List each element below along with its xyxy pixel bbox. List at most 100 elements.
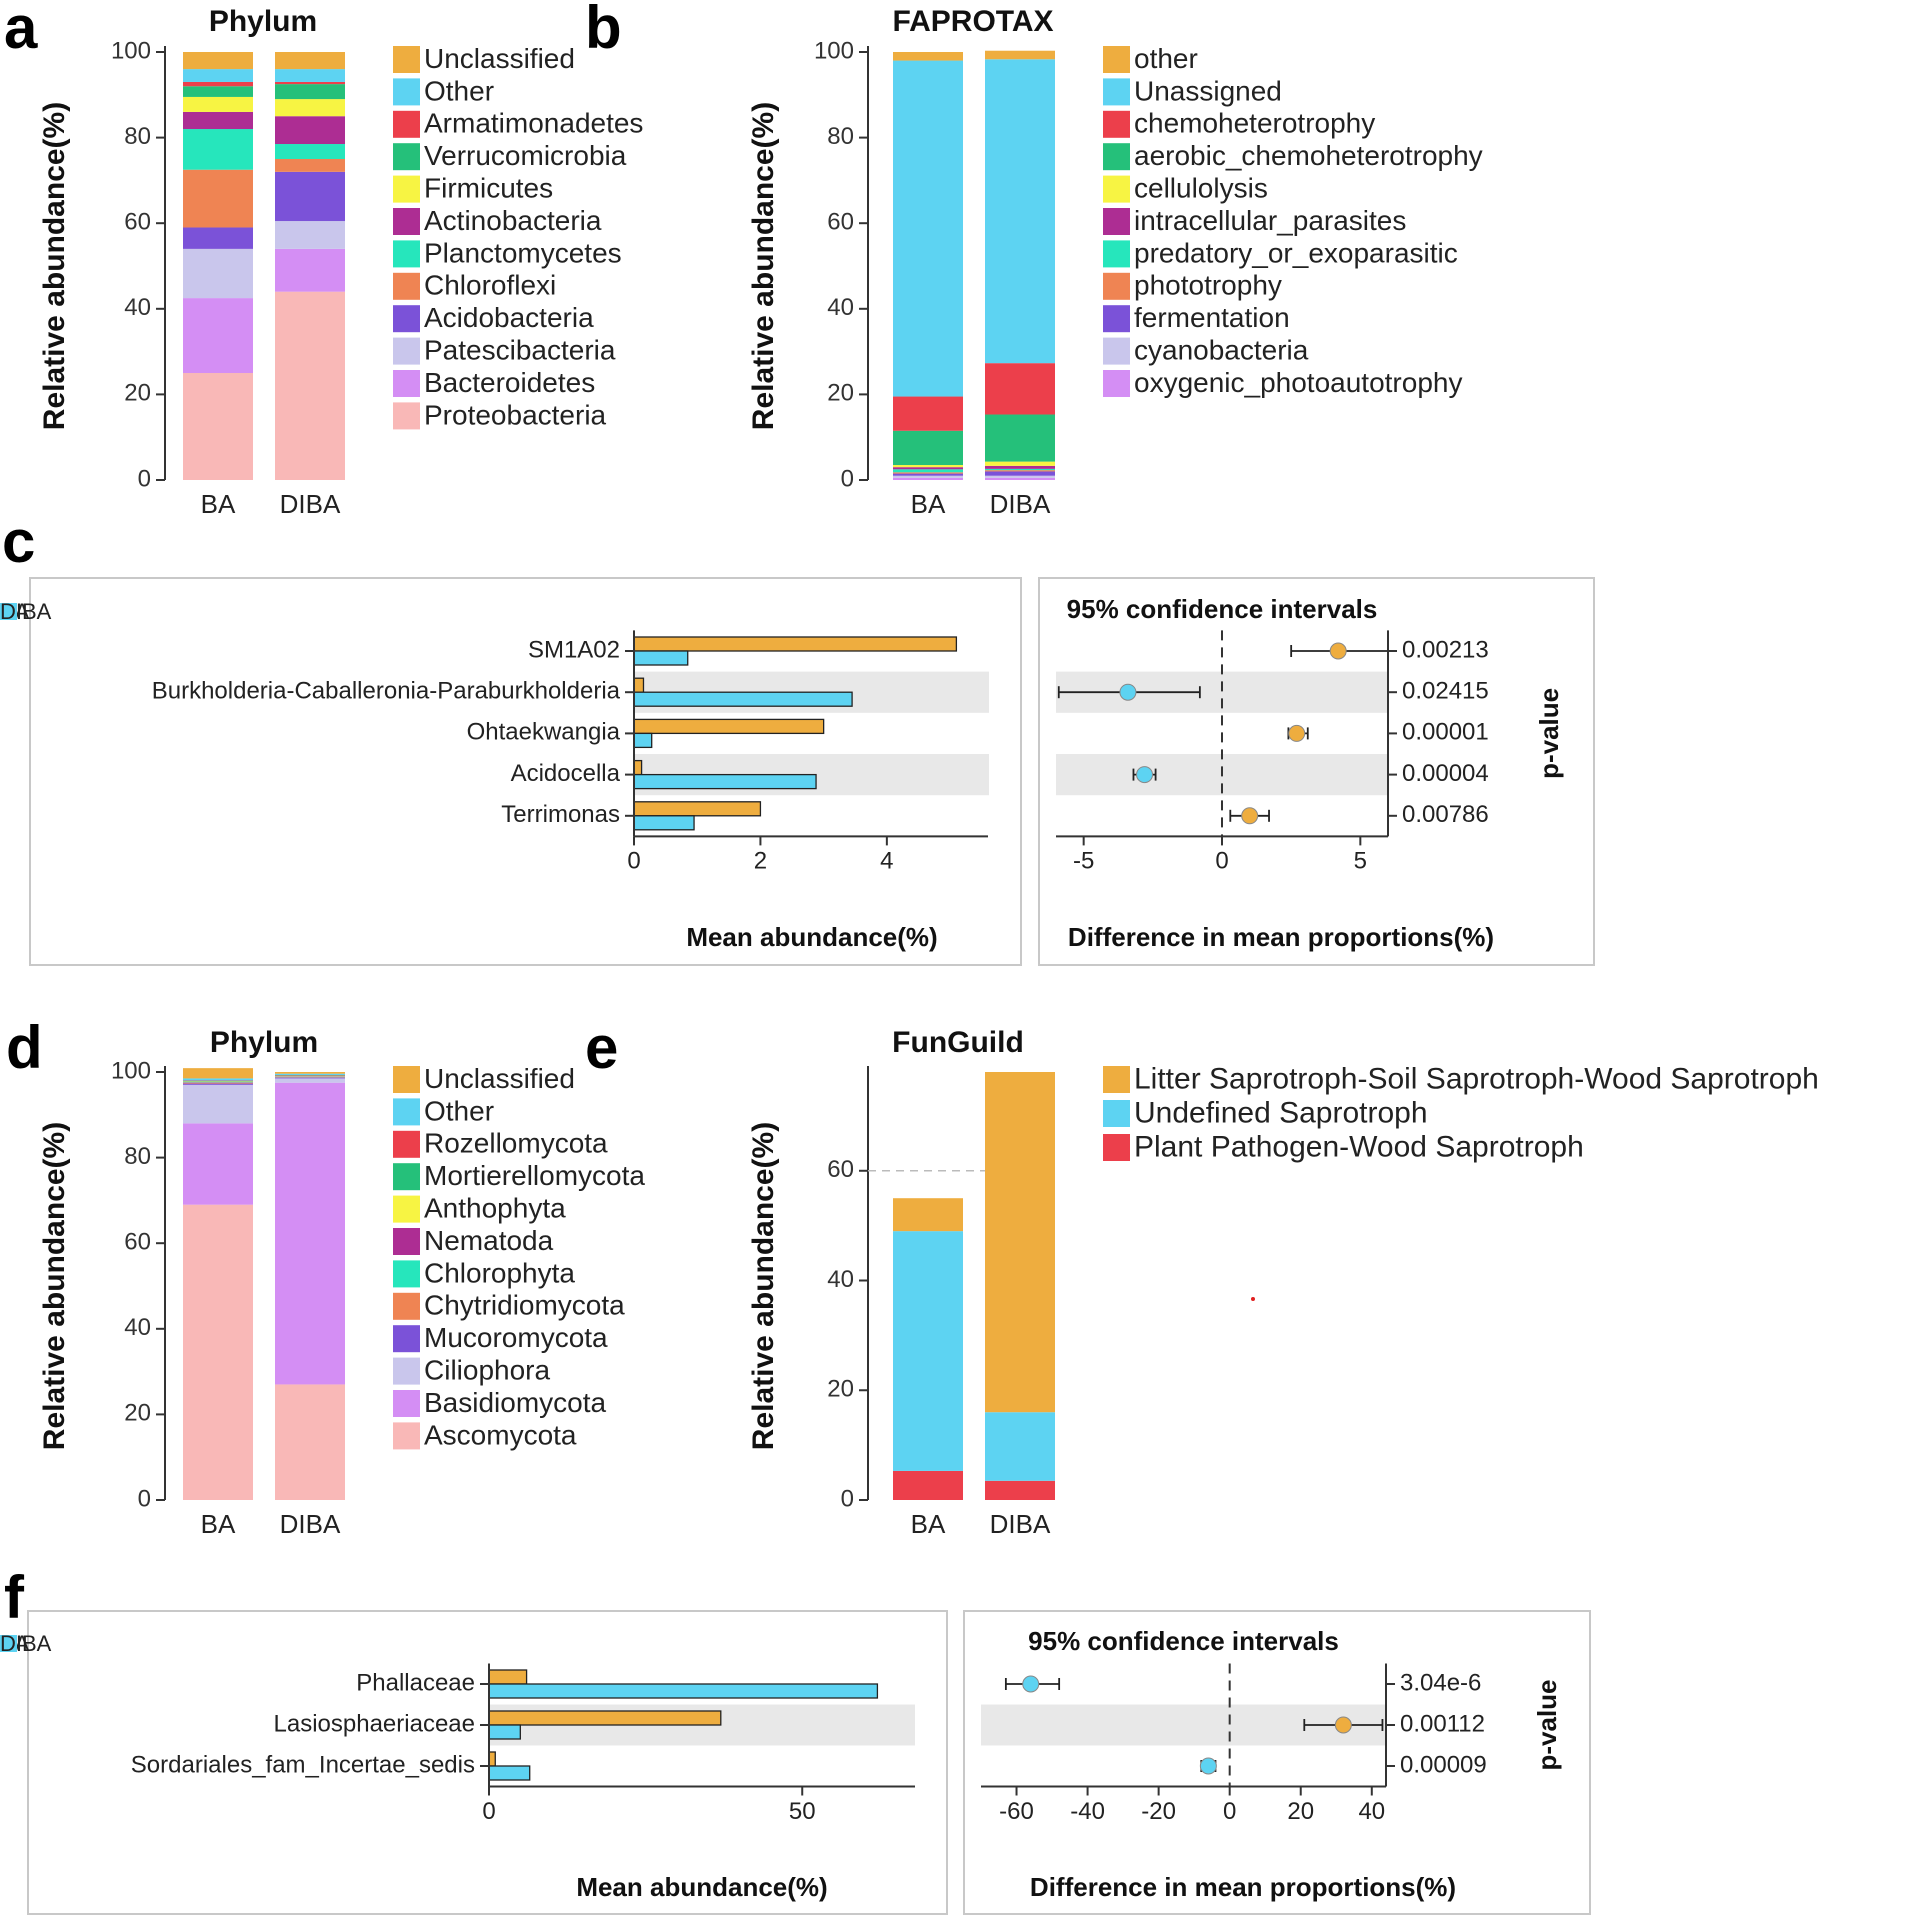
x-tick-label: 40 [1358, 1798, 1385, 1825]
p-value-label: 0.00004 [1402, 760, 1489, 787]
legend-swatch [393, 1357, 420, 1385]
y-tick-label: 40 [124, 294, 151, 321]
bar-segment [275, 1077, 345, 1079]
bar-BA [633, 759, 643, 776]
ci-point [1022, 1675, 1040, 1693]
p-value-axis-label: p-value [1534, 688, 1564, 779]
legend-swatch [1103, 305, 1130, 333]
y-tick-label: 20 [124, 1400, 151, 1427]
legend-swatch [1103, 370, 1130, 397]
legend-label: fermentation [1134, 302, 1290, 333]
legend-label: Other [424, 1095, 494, 1126]
bar-segment [183, 129, 253, 170]
y-tick-label: 40 [827, 1266, 854, 1293]
x-tick-label: -40 [1070, 1798, 1105, 1825]
bar-segment [893, 1470, 963, 1500]
legend-swatch [393, 1292, 420, 1320]
x-category-label: DIBA [990, 489, 1051, 519]
legend-label: Litter Saprotroph-Soil Saprotroph-Wood S… [1134, 1062, 1819, 1095]
ci-point [1241, 807, 1259, 825]
stacked-bar-chart-a: Phylum Relative abundance(%) 0 20 40 60 80 100 B… [38, 5, 644, 519]
bar-segment [985, 475, 1055, 478]
chart-title: 95% confidence intervals [1028, 1626, 1339, 1656]
stray-mark [1251, 1297, 1255, 1301]
bar-segment [275, 1384, 345, 1500]
legend-label: intracellular_parasites [1134, 205, 1406, 236]
bar-segment [183, 69, 253, 82]
bar-segment [893, 477, 963, 480]
confidence-interval-chart-f-ci: 95% confidence intervals 3.04e-6 0.00112 0.… [963, 1610, 1591, 1915]
panel-letter: a [4, 0, 38, 61]
bar-segment [183, 227, 253, 249]
legend-label: Plant Pathogen-Wood Saprotroph [1134, 1130, 1584, 1163]
panel-letter: e [585, 1014, 618, 1081]
legend-label: Armatimonadetes [424, 108, 643, 139]
legend-label: Other [424, 75, 494, 106]
legend-label: other [1134, 43, 1198, 74]
legend-label: Chytridiomycota [424, 1290, 625, 1321]
bar-segment [183, 1084, 253, 1124]
bar-DIBA [633, 773, 817, 790]
bar-segment [275, 52, 345, 70]
legend-swatch [393, 1130, 420, 1158]
bar-segment [183, 1083, 253, 1085]
bar-segment [275, 81, 345, 85]
category-label: Terrimonas [501, 801, 620, 828]
bar-segment [275, 159, 345, 172]
bar-segment [893, 473, 963, 476]
legend-label: cyanobacteria [1134, 334, 1309, 365]
legend-label: Chlorophyta [424, 1257, 575, 1288]
y-tick-label: 60 [124, 1229, 151, 1256]
category-label: Phallaceae [356, 1669, 475, 1696]
legend-label: Basidiomycota [424, 1387, 607, 1418]
y-tick-label: 20 [827, 380, 854, 407]
bar-segment [183, 298, 253, 373]
bar-BA [633, 677, 645, 693]
p-value-label: 0.00786 [1402, 801, 1489, 828]
y-tick-label: 20 [827, 1376, 854, 1403]
panel-frame [963, 1610, 1591, 1915]
bar-DIBA [633, 691, 853, 707]
legend-label: Nematoda [424, 1225, 554, 1256]
legend-swatch [1103, 1066, 1130, 1093]
chart-title: Phylum [210, 1026, 318, 1059]
legend-label: Actinobacteria [424, 205, 602, 236]
x-axis-label: Mean abundance(%) [576, 1872, 827, 1902]
bar-BA [488, 1669, 528, 1685]
x-axis-label: Difference in mean proportions(%) [1068, 922, 1494, 952]
y-tick-label: 0 [841, 465, 854, 492]
panel-letter: d [6, 1014, 43, 1081]
mean-abundance-chart-c: BADIBASM1A02Burkholderia-Caballeronia-Pa… [0, 577, 1022, 966]
legend-swatch [1103, 337, 1130, 365]
bar-segment [985, 471, 1055, 476]
bar-segment [893, 465, 963, 468]
bar-segment [183, 1068, 253, 1079]
bar-segment [275, 69, 345, 82]
legend-swatch [393, 1422, 420, 1450]
bar-DIBA [488, 1724, 521, 1740]
legend-swatch [393, 1260, 420, 1288]
legend-swatch [0, 603, 17, 620]
legend-label: Anthophyta [424, 1192, 566, 1223]
x-axis-label: Difference in mean proportions(%) [1030, 1872, 1456, 1902]
bar-segment [893, 1198, 963, 1232]
bar-segment [275, 1078, 345, 1083]
legend-label: Unclassified [424, 1063, 575, 1094]
legend-label: Rozellomycota [424, 1128, 608, 1159]
bar-segment [275, 221, 345, 249]
legend-swatch [1103, 143, 1130, 171]
category-label: Sordariales_fam_Incertae_sedis [131, 1751, 475, 1778]
legend-swatch [393, 78, 420, 106]
bar-segment [893, 396, 963, 431]
bar-BA [488, 1710, 722, 1726]
x-tick-label: 4 [880, 848, 893, 875]
y-axis-label: Relative abundance(%) [747, 1122, 780, 1450]
x-tick-label: 0 [1215, 848, 1228, 875]
bar-segment [183, 111, 253, 130]
legend-label: phototrophy [1134, 270, 1282, 301]
bar-segment [275, 1082, 345, 1385]
y-tick-label: 20 [124, 380, 151, 407]
bar-DIBA [633, 815, 695, 831]
legend-swatch [393, 1325, 420, 1353]
legend-swatch [1103, 1100, 1130, 1127]
